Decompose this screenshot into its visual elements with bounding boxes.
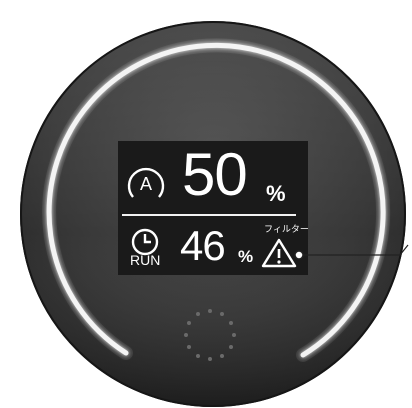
current-humidity-row: RUN 46 % フィルター bbox=[118, 217, 309, 273]
svg-text:A: A bbox=[140, 174, 152, 194]
humidity-row: A 50 % bbox=[118, 141, 308, 209]
auto-mode-icon: A bbox=[127, 167, 165, 198]
humidity-setpoint-unit: % bbox=[266, 181, 286, 206]
divider-line bbox=[122, 214, 296, 216]
humidity-setpoint-value: 50 bbox=[182, 141, 248, 208]
timer-clock-icon bbox=[131, 228, 159, 256]
touch-sensor-dots[interactable] bbox=[180, 305, 240, 365]
ring-indicator bbox=[46, 42, 386, 358]
run-label: RUN bbox=[130, 252, 161, 268]
current-humidity-unit: % bbox=[238, 247, 254, 266]
warning-triangle-icon bbox=[261, 238, 297, 268]
display-screen: A 50 % RUN 46 % フィルター bbox=[118, 141, 309, 275]
current-humidity-value: 46 bbox=[180, 222, 226, 269]
filter-label: フィルター bbox=[264, 224, 309, 234]
